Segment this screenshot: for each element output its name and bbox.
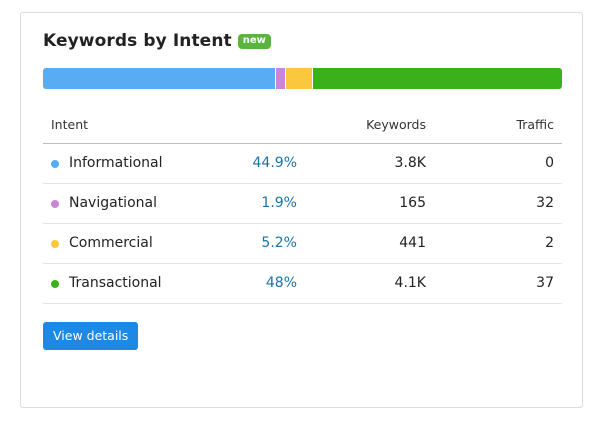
new-badge: new bbox=[237, 33, 271, 49]
intent-percent[interactable]: 44.9% bbox=[252, 155, 297, 171]
intent-percent[interactable]: 1.9% bbox=[261, 195, 297, 211]
intent-bar-segment-informational[interactable] bbox=[43, 68, 277, 89]
intent-name: Navigational bbox=[69, 195, 157, 211]
intent-name: Transactional bbox=[69, 275, 162, 291]
intent-keywords: 3.8K bbox=[394, 155, 426, 171]
intent-traffic: 32 bbox=[536, 195, 554, 211]
intent-table: Intent Keywords Traffic Informational 44… bbox=[43, 110, 562, 304]
widget-title: Keywords by Intent bbox=[43, 31, 232, 51]
intent-keywords: 165 bbox=[399, 195, 426, 211]
table-row-informational: Informational 44.9% 3.8K 0 bbox=[43, 144, 562, 184]
intent-bar-segment-commercial[interactable] bbox=[285, 68, 313, 89]
intent-distribution-bar bbox=[43, 68, 562, 89]
intent-traffic: 2 bbox=[545, 235, 554, 251]
intent-percent[interactable]: 5.2% bbox=[261, 235, 297, 251]
widget-header: Keywords by Intent new bbox=[43, 31, 271, 51]
table-row-commercial: Commercial 5.2% 441 2 bbox=[43, 224, 562, 264]
column-header-keywords: Keywords bbox=[366, 117, 426, 132]
commercial-dot-icon bbox=[51, 240, 59, 248]
intent-traffic: 0 bbox=[545, 155, 554, 171]
table-row-navigational: Navigational 1.9% 165 32 bbox=[43, 184, 562, 224]
column-header-intent: Intent bbox=[51, 117, 89, 132]
intent-name: Informational bbox=[69, 155, 163, 171]
view-details-button[interactable]: View details bbox=[43, 322, 139, 350]
table-header: Intent Keywords Traffic bbox=[43, 110, 562, 144]
keywords-by-intent-widget: Keywords by Intent new Intent Keywords T… bbox=[20, 12, 583, 408]
intent-name: Commercial bbox=[69, 235, 153, 251]
navigational-dot-icon bbox=[51, 200, 59, 208]
intent-keywords: 441 bbox=[399, 235, 426, 251]
transactional-dot-icon bbox=[51, 280, 59, 288]
intent-bar-segment-navigational[interactable] bbox=[276, 68, 286, 89]
table-row-transactional: Transactional 48% 4.1K 37 bbox=[43, 264, 562, 304]
intent-traffic: 37 bbox=[536, 275, 554, 291]
informational-dot-icon bbox=[51, 160, 59, 168]
intent-keywords: 4.1K bbox=[394, 275, 426, 291]
intent-percent[interactable]: 48% bbox=[265, 275, 297, 291]
column-header-traffic: Traffic bbox=[516, 117, 554, 132]
intent-bar-segment-transactional[interactable] bbox=[312, 68, 562, 89]
